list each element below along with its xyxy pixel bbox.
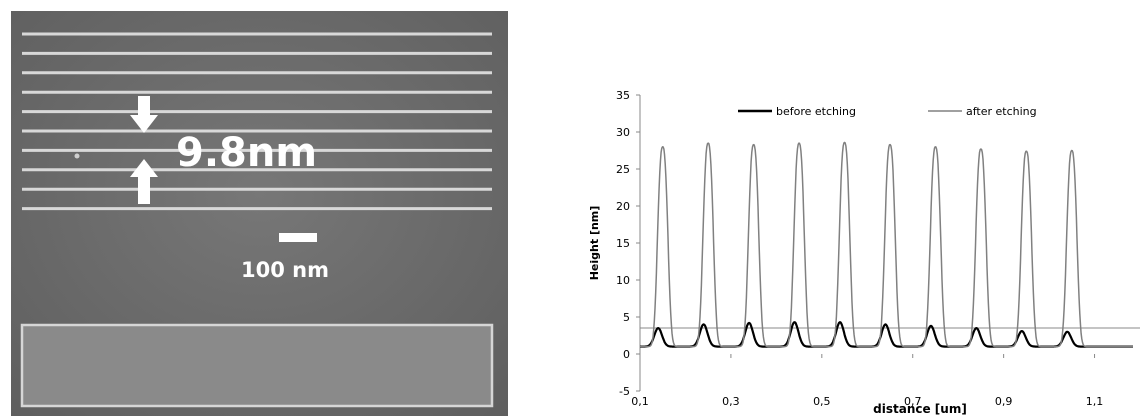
- y-tick-label: 0: [623, 348, 630, 361]
- plot-area: [639, 141, 1134, 348]
- legend-label-after: after etching: [966, 105, 1037, 118]
- x-tick-label: 0,9: [995, 395, 1013, 408]
- y-tick-label: -5: [619, 385, 630, 398]
- x-axis-label: distance [um]: [873, 402, 967, 416]
- legend: before etching after etching: [738, 105, 1037, 118]
- y-tick-label: 15: [616, 237, 630, 250]
- nanowire-lines: [22, 32, 492, 211]
- x-tick-label: 0,7: [904, 395, 922, 408]
- height-profile-chart: -5 0 5 10 15 20 25 30 35 0,1 0,3 0,5 0,7 0,9 1,1 Heig…: [588, 89, 1140, 416]
- sem-image: 9.8nm 100 nm: [11, 11, 508, 416]
- x-tick-label: 0,3: [722, 395, 740, 408]
- measurement-arrows: [130, 96, 158, 204]
- x-tick-label: 1,1: [1086, 395, 1104, 408]
- scale-bar: [279, 233, 317, 242]
- legend-label-before: before etching: [776, 105, 856, 118]
- contact-pad: [20, 323, 494, 408]
- particle-dot: [74, 153, 80, 159]
- down-arrow-icon: [130, 96, 158, 133]
- up-arrow-icon: [130, 159, 158, 204]
- x-tick-label: 0,1: [631, 395, 649, 408]
- y-tick-label: 35: [616, 89, 630, 102]
- y-axis: -5 0 5 10 15 20 25 30 35: [616, 89, 641, 398]
- x-axis: 0,1 0,3 0,5 0,7 0,9 1,1: [631, 327, 1140, 408]
- y-tick-label: 5: [623, 311, 630, 324]
- y-tick-label: 10: [616, 274, 630, 287]
- series-line-after-etching: [639, 141, 1134, 348]
- scale-bar-label: 100 nm: [241, 258, 329, 282]
- y-tick-label: 25: [616, 163, 630, 176]
- x-tick-label: 0,5: [813, 395, 831, 408]
- measurement-label: 9.8nm: [176, 130, 317, 176]
- y-axis-label: Height [nm]: [588, 206, 601, 281]
- y-tick-label: 20: [616, 200, 630, 213]
- series-line-before-etching: [639, 321, 1134, 348]
- y-tick-label: 30: [616, 126, 630, 139]
